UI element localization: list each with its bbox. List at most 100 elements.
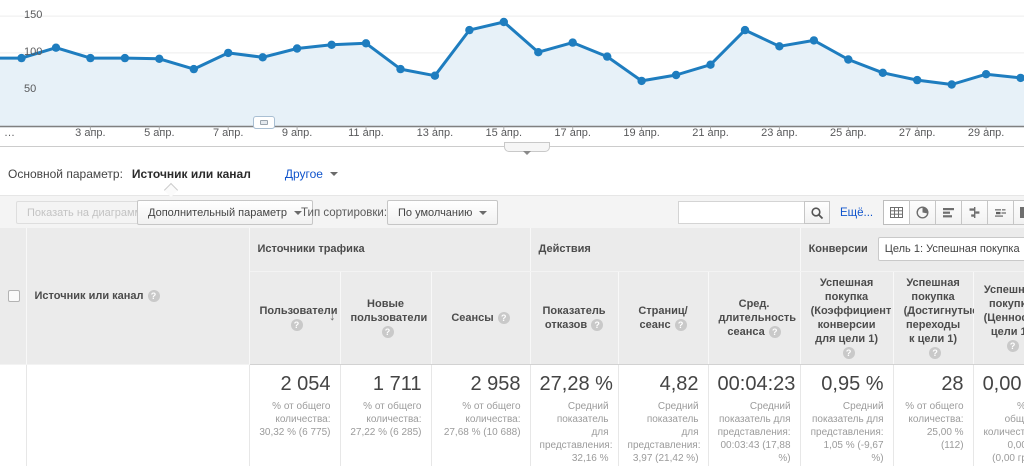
totals-value: 2 054	[280, 372, 331, 395]
group-header-behavior: Действия	[530, 228, 801, 272]
data-point	[361, 39, 371, 48]
sort-type-value: По умолчанию	[398, 206, 473, 219]
x-axis-tick-label: 9 апр.	[281, 127, 313, 139]
plot-rows-button: Показать на диаграмме	[16, 201, 160, 224]
metric-column-label: Успешная покупка (Коэффициент конверсии …	[810, 276, 892, 345]
search-icon	[811, 206, 824, 219]
other-link-label: Другое	[284, 166, 323, 181]
data-point	[809, 36, 819, 45]
metric-column-header[interactable]: Страниц/сеанс?	[618, 271, 709, 365]
search-button[interactable]	[804, 201, 830, 224]
pivot-view-button[interactable]	[1013, 200, 1024, 225]
chevron-down-icon	[523, 150, 531, 155]
secondary-dimension-button[interactable]: Дополнительный параметр	[137, 200, 313, 225]
primary-dimension-bar: Основной параметр: Источник или канал Др…	[0, 152, 1024, 197]
term-cloud-view-button[interactable]	[987, 200, 1014, 225]
totals-value: 27,28 %	[539, 372, 613, 395]
totals-subtext: % от общего количества: 30,32 % (6 775)	[259, 400, 331, 438]
metric-column-header[interactable]: Успешная покупка (Достигнутые переходы к…	[893, 271, 978, 365]
help-icon[interactable]: ?	[147, 289, 160, 302]
x-axis-tick-label: 7 апр.	[212, 127, 244, 139]
x-axis-tick-label: 21 апр.	[692, 127, 729, 139]
metric-column-label: Успешная покупка (Достигнутые переходы к…	[903, 276, 979, 345]
help-icon[interactable]: ?	[674, 318, 687, 331]
conversions-label: Конверсии	[808, 243, 868, 256]
data-point	[51, 43, 61, 52]
table-view-button[interactable]	[883, 200, 910, 225]
x-axis-tick-label: 27 апр.	[898, 127, 936, 139]
data-point	[465, 25, 474, 35]
metric-column-header[interactable]: Успешная покупка (Коэффициент конверсии …	[800, 271, 894, 365]
help-icon[interactable]: ?	[1006, 339, 1019, 352]
annotations-toggle[interactable]	[253, 116, 275, 129]
report-data-table: Источник или канал? Источники трафика Де…	[0, 228, 1024, 466]
dimension-column-header[interactable]: Источник или канал?	[26, 228, 250, 365]
totals-subtext: Средний показатель для представления: 3,…	[627, 400, 701, 464]
totals-subtext: % от общего количества: 25,00 % (112)	[905, 400, 964, 451]
totals-value: 1 711	[372, 372, 422, 395]
primary-dimension-selected[interactable]: Источник или канал	[132, 167, 251, 197]
goal-selector-dropdown[interactable]: Цель 1: Успешная покупка	[877, 237, 1024, 262]
sort-type-select[interactable]: По умолчанию	[387, 200, 499, 225]
help-icon[interactable]: ?	[768, 325, 781, 338]
metric-column-label: Страниц/сеанс	[638, 304, 688, 331]
column-group-header-row: Источник или канал? Источники трафика Де…	[0, 228, 1024, 365]
select-all-checkbox[interactable]	[8, 289, 20, 302]
data-point	[947, 80, 956, 89]
table-search-input[interactable]	[678, 201, 805, 224]
sort-descending-icon: ↓	[329, 307, 336, 323]
x-axis-tick-label: 13 апр.	[416, 127, 454, 139]
dimension-column-label: Источник или канал	[34, 289, 144, 302]
y-axis-tick-label: 50	[24, 82, 37, 95]
metric-column-header[interactable]: Пользователи? ↓	[249, 271, 341, 365]
totals-dimension-cell	[26, 364, 250, 466]
chevron-down-icon	[479, 210, 488, 215]
performance-view-button[interactable]	[935, 200, 962, 225]
group-header-conversions: Конверсии Цель 1: Успешная покупка	[800, 228, 1024, 272]
help-icon[interactable]: ?	[929, 346, 942, 359]
pivot-view-icon	[1020, 207, 1024, 218]
advanced-search-link[interactable]: Ещё...	[840, 207, 874, 219]
data-point	[637, 76, 646, 86]
help-icon[interactable]: ?	[497, 311, 510, 324]
x-axis-tick-label: 11 апр.	[348, 127, 384, 139]
sort-type-label: Тип сортировки:	[301, 207, 388, 219]
comparison-view-icon	[969, 207, 980, 218]
y-axis-tick-label: 150	[24, 9, 43, 22]
percentage-view-button[interactable]	[909, 200, 936, 225]
data-point	[17, 53, 26, 63]
totals-subtext: % от общего количества: 27,68 % (10 688)	[443, 400, 521, 438]
help-icon[interactable]: ?	[290, 318, 303, 331]
totals-metric-cell: 2 958 % от общего количества: 27,68 % (10…	[431, 364, 531, 466]
group-header-acquisition: Источники трафика	[249, 228, 531, 272]
help-icon[interactable]: ?	[591, 318, 604, 331]
primary-dimension-other-link[interactable]: Другое	[285, 167, 338, 181]
chart-collapse-handle[interactable]	[504, 142, 550, 155]
series-line	[0, 20, 1024, 86]
help-icon[interactable]: ?	[381, 325, 394, 338]
metric-column-header[interactable]: Новые пользователи?	[340, 271, 432, 365]
metric-column-header[interactable]: Сред. длительность сеанса?	[708, 271, 801, 365]
x-axis-tick-label: 17 апр.	[554, 127, 591, 139]
totals-value: 28	[941, 372, 964, 395]
data-point	[844, 55, 853, 64]
totals-checkbox-cell	[0, 364, 27, 466]
comparison-view-button[interactable]	[961, 200, 988, 225]
metric-column-header[interactable]: Сеансы?	[431, 271, 531, 365]
metric-column-header[interactable]: Успешная покупка (Ценность цели 1)?	[973, 271, 1024, 365]
y-axis-tick-label: 100	[24, 45, 43, 58]
chevron-down-icon	[293, 210, 302, 215]
metric-column-header[interactable]: Показатель отказов?	[530, 271, 619, 365]
totals-row: 2 054 % от общего количества: 30,32 % (6 …	[0, 364, 1024, 466]
help-icon[interactable]: ?	[842, 346, 855, 359]
totals-subtext: Средний показатель для представления: 32…	[539, 400, 613, 466]
data-point	[706, 60, 715, 69]
totals-subtext: Средний показатель для представления: 1,…	[810, 400, 884, 464]
metric-column-label: Показатель отказов	[542, 304, 606, 331]
metric-column-label: Сеансы	[451, 311, 494, 324]
data-point	[878, 68, 887, 78]
totals-value: 4,82	[659, 372, 699, 395]
data-point	[327, 40, 336, 49]
select-all-cell	[0, 228, 27, 365]
